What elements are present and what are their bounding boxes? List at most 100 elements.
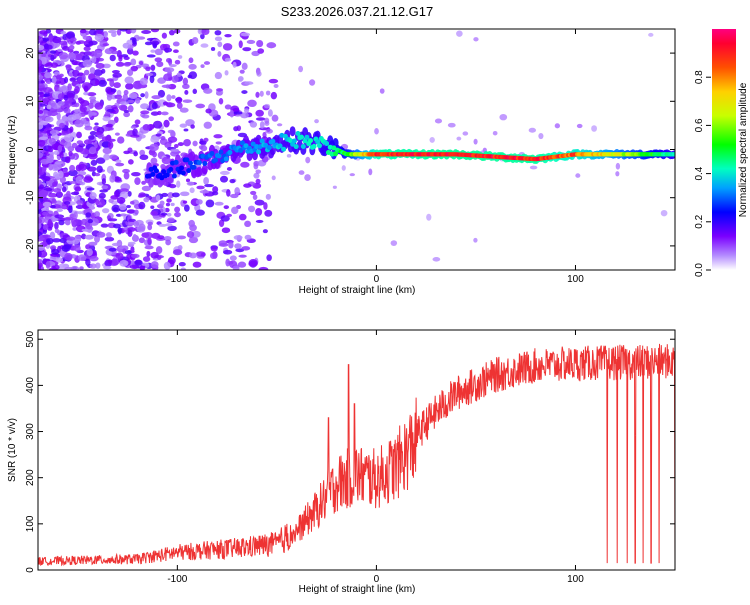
spectrogram-cell [368,168,373,176]
spectrogram-cell [188,63,197,70]
spectrogram-cell [229,255,237,261]
spectrogram-cell [258,266,269,270]
spectrogram-cell [128,218,136,222]
spectrogram-cell [77,40,86,44]
spectrogram-ridge-core [168,166,174,172]
spectrogram-cell [244,220,252,228]
spectrogram-ridge-core [243,143,249,149]
spectrogram-ridge-core [209,151,215,157]
spectrogram-cell [71,221,77,226]
spectrogram-cell [75,175,83,184]
spectrogram-ridge-core [331,145,337,151]
spectrogram-cell [255,207,263,216]
spectrogram-ridge-core [173,159,179,165]
spectrogram-cell [93,50,103,58]
spectrogram-cell [90,159,98,166]
spectrogram-cell [45,237,54,245]
spectrogram-cell [120,105,128,112]
spectrogram-cell [184,90,189,95]
spectrogram-heatmap [38,29,675,270]
spectrogram-cell [182,99,193,103]
spectrogram-cell [64,216,74,221]
spectrogram-cell [127,229,133,237]
spectrogram-cell [102,63,111,69]
spectrogram-ridge-core [277,143,283,149]
spectrogram-cell [247,99,257,108]
spectrogram-cell [133,221,140,227]
spectrogram-cell [69,126,74,133]
spectrogram-cell [134,209,139,215]
spectrogram-cell [191,36,199,45]
spectrogram-cell [188,252,198,259]
spectrogram-ridge-core [281,146,287,152]
spectrogram-cell [40,158,50,165]
spectrogram-cell [79,266,84,270]
spectrogram-cell [72,227,77,231]
spectrogram-cell [226,189,231,197]
snr-ticks: -100 0 100 0 100 200 300 400 500 [25,330,675,585]
spectrogram-cell [87,229,93,233]
spectrogram-cell [167,225,177,232]
spectrogram-cell [127,241,136,245]
spectrogram-cell [74,85,80,94]
spectrogram-cell [248,259,258,267]
spectrogram-cell [179,191,190,197]
spectrogram-cell [200,145,208,152]
spectrogram-cell [210,46,216,51]
spectrogram-cell [96,231,106,238]
spectrogram-cell [68,169,78,177]
spectrogram-cell [426,213,432,221]
spectrogram-cell [42,86,53,93]
spectrogram-cell [81,74,86,82]
spectrogram-cell [111,204,121,213]
spectrogram-cell [192,88,198,95]
spectrogram-cell [286,154,292,158]
colorbar-tick-label: 0.4 [694,166,705,180]
spectrogram-x-tick-label: -100 [167,274,187,285]
spectrogram-cell [262,131,267,138]
spectrogram-cell [179,107,189,113]
spectrogram-cell [52,181,58,188]
spectrogram-cell [146,250,151,258]
spectrogram-cell [38,250,42,258]
spectrogram-ridge-core [227,149,233,155]
spectrogram-cell [218,240,228,246]
spectrogram-cell [66,236,76,241]
spectrogram-cell [131,253,138,259]
spectrogram-cell [38,213,41,218]
spectrogram-cell [152,43,157,49]
spectrogram-cell [118,245,128,250]
spectrogram-cell [51,199,57,204]
spectrogram-cell [229,109,235,118]
spectrogram-ridge-core [161,169,167,175]
spectrogram-cell [101,185,109,190]
spectrogram-cell [138,237,145,244]
spectrogram-cell [134,259,142,265]
spectrogram-cell [203,121,212,129]
spectrogram-cell [139,154,149,161]
spectrogram-cell [434,118,443,124]
spectrogram-cell [89,96,97,101]
spectrogram-cell [141,180,147,185]
spectrogram-cell [126,47,134,55]
spectrogram-cell [199,190,210,194]
spectrogram-cell [115,61,125,67]
spectrogram-cell [116,196,126,204]
spectrogram-cell [103,153,110,161]
spectrogram-cell [69,180,78,184]
spectrogram-cell [38,109,44,114]
spectrogram-cell [89,256,99,262]
spectrogram-cell [44,44,53,50]
spectrogram-cell [54,214,65,219]
spectrogram-cell [76,131,82,139]
spectrogram-cell [38,160,41,168]
spectrogram-cell [87,218,93,224]
snr-y-axis-label: SNR (10 * v/v) [7,418,18,482]
spectrogram-cell [140,103,149,110]
spectrogram-cell [105,86,113,94]
spectrogram-cell [83,69,90,76]
spectrogram-cell [204,184,214,188]
spectrogram-cell [168,29,175,36]
spectrogram-cell [132,233,137,242]
